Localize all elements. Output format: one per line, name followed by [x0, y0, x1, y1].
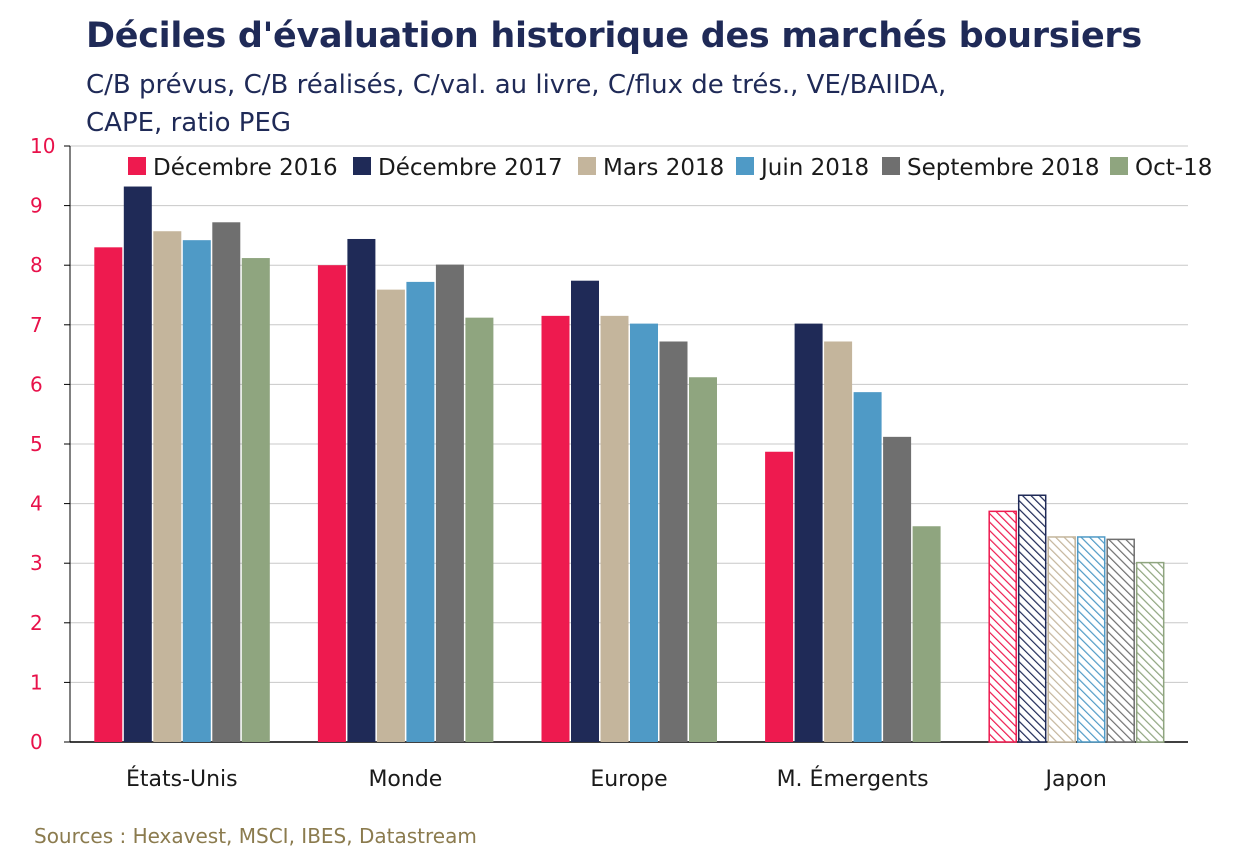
bar-juin-2018-monde	[406, 281, 435, 742]
y-tick-label: 1	[30, 670, 43, 694]
bar-juin-2018-europe	[630, 323, 658, 742]
bar-d-cembre-2017-monde	[347, 238, 376, 742]
legend-swatch	[1110, 157, 1128, 175]
bar-d-cembre-2017--tats-unis	[123, 186, 152, 742]
bar-juin-2018--tats-unis	[182, 240, 211, 742]
category-label: M. Émergents	[777, 766, 929, 792]
bar-oct-18-m-mergents	[912, 526, 941, 742]
category-label: Europe	[590, 767, 667, 792]
bar-d-cembre-2017-m-mergents	[794, 323, 823, 742]
chart-subtitle-line-1: C/B prévus, C/B réalisés, C/val. au livr…	[86, 70, 947, 100]
bar-septembre-2018-europe	[659, 341, 688, 742]
bar-juin-2018-m-mergents	[853, 392, 882, 742]
y-tick-label: 8	[30, 253, 43, 277]
bar-mars-2018-japon	[1047, 536, 1076, 743]
category-label: Monde	[368, 767, 442, 792]
legend-swatch	[353, 157, 371, 175]
legend-swatch	[736, 157, 754, 175]
bar-mars-2018--tats-unis	[153, 231, 182, 742]
y-tick-label: 0	[30, 730, 43, 754]
bar-d-cembre-2017-europe	[571, 280, 599, 742]
legend-swatch	[882, 157, 900, 175]
source-note: Sources : Hexavest, MSCI, IBES, Datastre…	[34, 824, 477, 848]
y-tick-label: 3	[30, 551, 43, 575]
legend-label: Mars 2018	[603, 155, 724, 181]
bar-oct-18-japon	[1135, 561, 1165, 743]
legend-swatch	[578, 157, 596, 175]
bar-septembre-2018-monde	[435, 264, 464, 742]
bar-d-cembre-2016-m-mergents	[765, 451, 794, 742]
y-tick-label: 10	[30, 134, 55, 158]
legend-label: Septembre 2018	[907, 155, 1099, 181]
bar-septembre-2018-japon	[1106, 538, 1135, 743]
bar-juin-2018-japon	[1076, 536, 1106, 743]
bar-septembre-2018-m-mergents	[883, 436, 912, 742]
y-tick-label: 6	[30, 372, 43, 396]
legend: Décembre 2016 Décembre 2017 Mars 2018 Juin …	[128, 155, 1212, 181]
y-tick-label: 7	[30, 313, 43, 337]
legend-label: Juin 2018	[759, 155, 869, 181]
chart-subtitle-line-2: CAPE, ratio PEG	[86, 108, 292, 138]
y-tick-label: 5	[30, 432, 43, 456]
bar-mars-2018-europe	[600, 315, 629, 742]
bar-mars-2018-m-mergents	[824, 341, 853, 742]
bar-septembre-2018--tats-unis	[212, 222, 241, 743]
bar-oct-18-europe	[689, 377, 717, 742]
legend-label: Décembre 2016	[153, 155, 338, 181]
bar-d-cembre-2016-japon	[988, 510, 1017, 743]
category-label: États-Unis	[126, 766, 238, 792]
category-label: Japon	[1044, 767, 1107, 792]
legend-swatch	[128, 157, 146, 175]
bar-mars-2018-monde	[376, 289, 405, 742]
y-tick-label: 4	[30, 492, 43, 516]
legend-label: Décembre 2017	[378, 155, 563, 181]
bars	[94, 186, 1165, 743]
bar-d-cembre-2017-japon	[1017, 494, 1047, 743]
y-tick-label: 2	[30, 611, 43, 635]
bar-d-cembre-2016-europe	[541, 315, 570, 742]
chart-title: Déciles d'évaluation historique des marc…	[86, 16, 1142, 56]
bar-d-cembre-2016--tats-unis	[94, 247, 123, 742]
bar-oct-18-monde	[465, 317, 494, 742]
category-labels: États-Unis Monde Europe M. Émergents Japon	[126, 766, 1107, 792]
y-tick-label: 9	[30, 194, 43, 218]
legend-label: Oct-18	[1135, 155, 1212, 181]
bar-d-cembre-2016-monde	[317, 265, 346, 742]
bar-oct-18--tats-unis	[241, 258, 270, 742]
